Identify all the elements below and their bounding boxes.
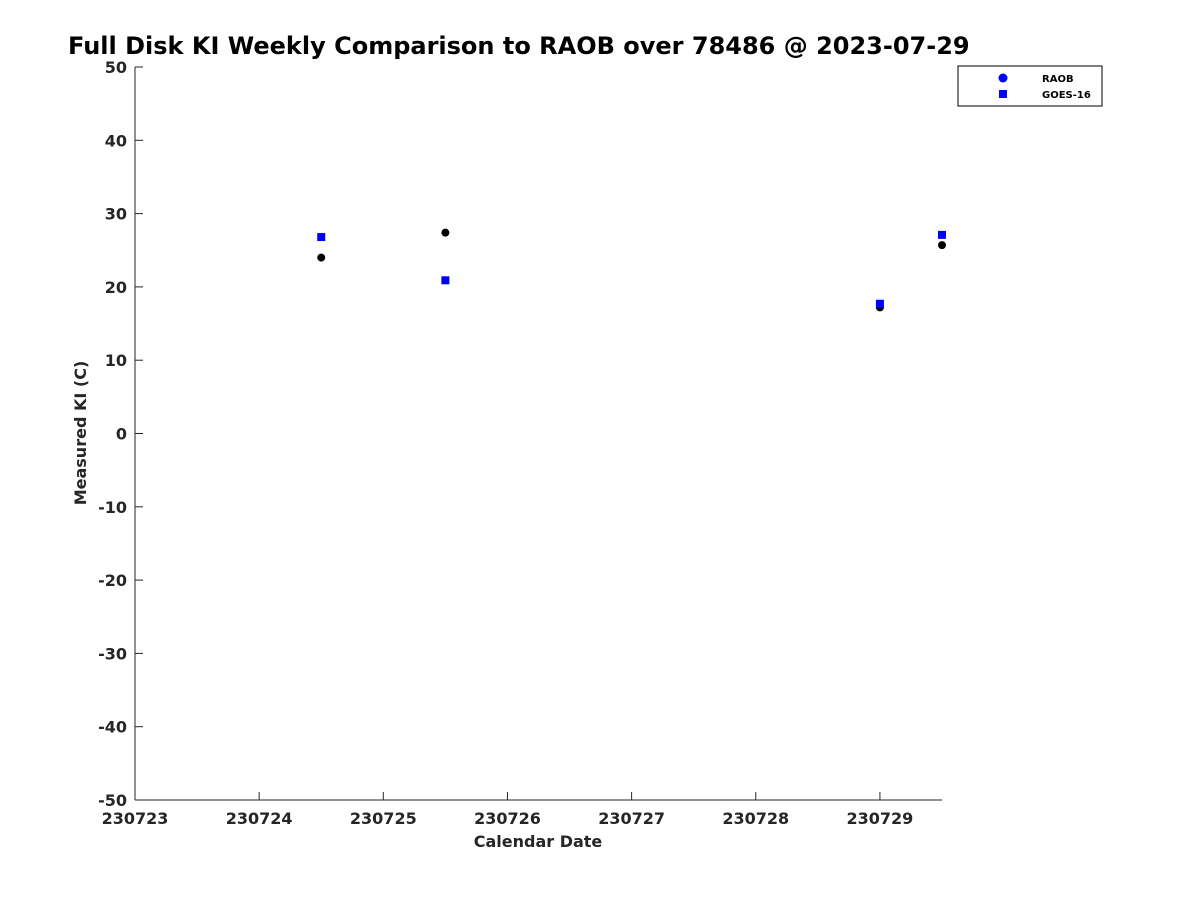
chart-title: Full Disk KI Weekly Comparison to RAOB o… <box>68 32 970 60</box>
legend-goes-16-marker <box>999 90 1007 98</box>
y-tick-label: 20 <box>105 278 127 297</box>
series-goes-16 <box>317 230 946 308</box>
legend-label: RAOB <box>1042 74 1074 85</box>
y-tick-label: 40 <box>105 131 127 150</box>
y-tick-label: -20 <box>98 571 127 590</box>
legend: RAOB GOES-16 <box>957 65 1103 107</box>
raob-point <box>317 253 326 262</box>
y-tick-label: -30 <box>98 644 127 663</box>
raob-point <box>441 228 450 237</box>
y-tick-label: 30 <box>105 205 127 224</box>
x-tick-label: 230725 <box>350 809 417 828</box>
x-tick-label: 230726 <box>474 809 541 828</box>
goes-16-point <box>317 233 326 242</box>
legend-raob-marker <box>998 73 1008 83</box>
axes: -50 -40 -30 -20 -10 0 10 20 30 40 50 230723 230724 23… <box>98 58 942 828</box>
y-tick-label: -40 <box>98 718 127 737</box>
y-tick-label: 10 <box>105 351 127 370</box>
y-tick-label: -10 <box>98 498 127 517</box>
raob-point <box>938 241 946 250</box>
goes-16-point <box>875 299 884 308</box>
x-axis-label: Calendar Date <box>474 832 603 851</box>
y-tick-label: -50 <box>98 791 127 810</box>
goes-16-point <box>938 230 946 239</box>
goes-16-point <box>441 276 450 285</box>
x-tick-label: 230723 <box>102 809 169 828</box>
y-tick-label: 0 <box>116 425 127 444</box>
x-tick-label: 230724 <box>226 809 293 828</box>
legend-box <box>957 65 1103 107</box>
x-tick-label: 230728 <box>722 809 789 828</box>
x-tick-label: 230727 <box>598 809 665 828</box>
data-marks <box>317 228 946 312</box>
y-tick-label: 50 <box>105 58 127 77</box>
legend-label: GOES-16 <box>1042 90 1091 101</box>
x-tick-label: 230729 <box>847 809 914 828</box>
series-raob <box>317 228 946 312</box>
y-axis-label: Measured KI (C) <box>71 361 90 506</box>
